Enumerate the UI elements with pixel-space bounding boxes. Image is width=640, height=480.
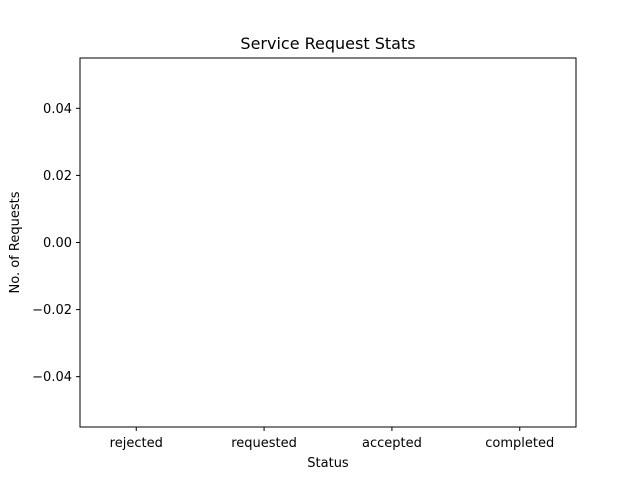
x-axis-ticks: rejected requested accepted completed [110, 427, 554, 451]
y-tick-label: 0.04 [43, 102, 72, 117]
plot-area [79, 57, 577, 428]
y-axis-label: No. of Requests [8, 191, 23, 293]
chart-title: Service Request Stats [240, 34, 415, 53]
plot-background [80, 58, 576, 427]
y-tick-label: 0.02 [43, 169, 72, 184]
y-axis-ticks: 0.04 0.02 0.00 −0.02 −0.04 [32, 102, 80, 385]
x-tick-label: completed [485, 436, 554, 451]
x-tick-label: requested [231, 436, 297, 451]
y-tick-label: −0.04 [32, 370, 72, 385]
x-tick-label: accepted [362, 436, 422, 451]
x-tick-label: rejected [110, 436, 163, 451]
y-tick-label: −0.02 [32, 303, 72, 318]
y-tick-label: 0.00 [43, 236, 72, 251]
x-axis-label: Status [307, 456, 349, 471]
